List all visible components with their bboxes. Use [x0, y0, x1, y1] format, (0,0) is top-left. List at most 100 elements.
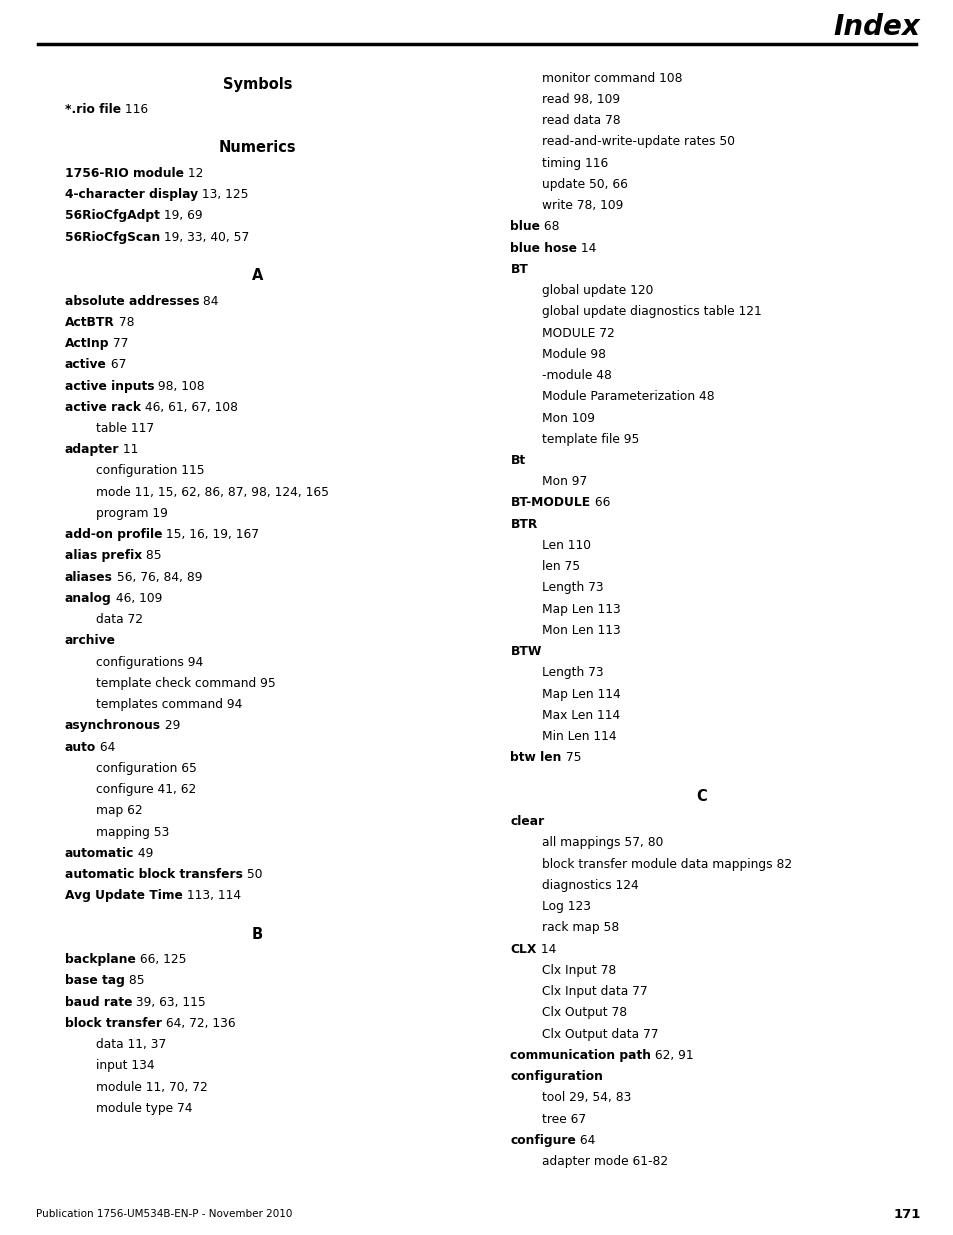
Text: Max Len 114: Max Len 114 — [541, 709, 619, 722]
Text: 85: 85 — [142, 550, 161, 562]
Text: read-and-write-update rates 50: read-and-write-update rates 50 — [541, 136, 734, 148]
Text: add-on profile: add-on profile — [65, 529, 162, 541]
Text: write 78, 109: write 78, 109 — [541, 199, 622, 212]
Text: 64: 64 — [96, 741, 115, 753]
Text: 85: 85 — [125, 974, 144, 988]
Text: B: B — [252, 926, 263, 941]
Text: CLX: CLX — [510, 942, 537, 956]
Text: 50: 50 — [242, 868, 262, 881]
Text: blue: blue — [510, 220, 539, 233]
Text: active: active — [65, 358, 107, 372]
Text: baud rate: baud rate — [65, 995, 132, 1009]
Text: len 75: len 75 — [541, 561, 579, 573]
Text: Min Len 114: Min Len 114 — [541, 730, 616, 743]
Text: ActInp: ActInp — [65, 337, 110, 350]
Text: asynchronous: asynchronous — [65, 719, 161, 732]
Text: Publication 1756-UM534B-EN-P - November 2010: Publication 1756-UM534B-EN-P - November … — [36, 1209, 293, 1219]
Text: 56, 76, 84, 89: 56, 76, 84, 89 — [112, 571, 202, 584]
Text: 46, 61, 67, 108: 46, 61, 67, 108 — [141, 400, 237, 414]
Text: templates command 94: templates command 94 — [96, 698, 242, 711]
Text: A: A — [252, 268, 263, 283]
Text: Mon 109: Mon 109 — [541, 411, 595, 425]
Text: timing 116: timing 116 — [541, 157, 607, 169]
Text: rack map 58: rack map 58 — [541, 921, 618, 935]
Text: read 98, 109: read 98, 109 — [541, 93, 619, 106]
Text: Module 98: Module 98 — [541, 348, 605, 361]
Text: Clx Input data 77: Clx Input data 77 — [541, 986, 647, 998]
Text: Log 123: Log 123 — [541, 900, 590, 913]
Text: 1756-RIO module: 1756-RIO module — [65, 167, 184, 180]
Text: table 117: table 117 — [96, 422, 154, 435]
Text: 67: 67 — [107, 358, 126, 372]
Text: 64, 72, 136: 64, 72, 136 — [162, 1016, 235, 1030]
Text: template check command 95: template check command 95 — [96, 677, 275, 690]
Text: tool 29, 54, 83: tool 29, 54, 83 — [541, 1092, 631, 1104]
Text: 11: 11 — [119, 443, 138, 456]
Text: BT: BT — [510, 263, 528, 275]
Text: 56RioCfgScan: 56RioCfgScan — [65, 231, 160, 243]
Text: Clx Input 78: Clx Input 78 — [541, 963, 616, 977]
Text: Numerics: Numerics — [218, 141, 296, 156]
Text: 49: 49 — [134, 847, 153, 860]
Text: module type 74: module type 74 — [96, 1102, 193, 1115]
Text: BTW: BTW — [510, 645, 541, 658]
Text: Mon Len 113: Mon Len 113 — [541, 624, 620, 637]
Text: configuration 65: configuration 65 — [96, 762, 197, 774]
Text: Len 110: Len 110 — [541, 538, 590, 552]
Text: 19, 69: 19, 69 — [159, 210, 202, 222]
Text: Mon 97: Mon 97 — [541, 475, 586, 488]
Text: data 72: data 72 — [96, 613, 143, 626]
Text: data 11, 37: data 11, 37 — [96, 1039, 167, 1051]
Text: adapter: adapter — [65, 443, 119, 456]
Text: 12: 12 — [184, 167, 203, 180]
Text: 171: 171 — [892, 1208, 920, 1220]
Text: Avg Update Time: Avg Update Time — [65, 889, 183, 903]
Text: 98, 108: 98, 108 — [154, 379, 205, 393]
Text: C: C — [695, 789, 706, 804]
Text: module 11, 70, 72: module 11, 70, 72 — [96, 1081, 208, 1094]
Text: configure 41, 62: configure 41, 62 — [96, 783, 196, 797]
Text: archive: archive — [65, 635, 115, 647]
Text: mode 11, 15, 62, 86, 87, 98, 124, 165: mode 11, 15, 62, 86, 87, 98, 124, 165 — [96, 485, 329, 499]
Text: 39, 63, 115: 39, 63, 115 — [132, 995, 206, 1009]
Text: global update 120: global update 120 — [541, 284, 653, 298]
Text: 15, 16, 19, 167: 15, 16, 19, 167 — [162, 529, 259, 541]
Text: all mappings 57, 80: all mappings 57, 80 — [541, 836, 662, 850]
Text: read data 78: read data 78 — [541, 114, 619, 127]
Text: 84: 84 — [199, 294, 218, 308]
Text: *.rio file: *.rio file — [65, 104, 121, 116]
Text: Symbols: Symbols — [223, 77, 292, 91]
Text: block transfer: block transfer — [65, 1016, 162, 1030]
Text: analog: analog — [65, 592, 112, 605]
Text: configurations 94: configurations 94 — [96, 656, 203, 668]
Text: base tag: base tag — [65, 974, 125, 988]
Text: communication path: communication path — [510, 1049, 651, 1062]
Text: Length 73: Length 73 — [541, 582, 603, 594]
Text: block transfer module data mappings 82: block transfer module data mappings 82 — [541, 857, 791, 871]
Text: MODULE 72: MODULE 72 — [541, 326, 614, 340]
Text: 64: 64 — [576, 1134, 595, 1147]
Text: 29: 29 — [161, 719, 180, 732]
Text: 13, 125: 13, 125 — [198, 188, 248, 201]
Text: global update diagnostics table 121: global update diagnostics table 121 — [541, 305, 760, 319]
Text: aliases: aliases — [65, 571, 112, 584]
Text: 113, 114: 113, 114 — [183, 889, 240, 903]
Text: 14: 14 — [537, 942, 556, 956]
Text: 14: 14 — [577, 242, 597, 254]
Text: active rack: active rack — [65, 400, 141, 414]
Text: program 19: program 19 — [96, 506, 168, 520]
Text: Module Parameterization 48: Module Parameterization 48 — [541, 390, 714, 404]
Text: Map Len 113: Map Len 113 — [541, 603, 620, 616]
Text: absolute addresses: absolute addresses — [65, 294, 199, 308]
Text: 78: 78 — [114, 316, 134, 329]
Text: BT-MODULE: BT-MODULE — [510, 496, 590, 510]
Text: auto: auto — [65, 741, 96, 753]
Text: btw len: btw len — [510, 751, 561, 764]
Text: automatic: automatic — [65, 847, 134, 860]
Text: Clx Output data 77: Clx Output data 77 — [541, 1028, 658, 1041]
Text: update 50, 66: update 50, 66 — [541, 178, 627, 191]
Text: template file 95: template file 95 — [541, 432, 639, 446]
Text: 4-character display: 4-character display — [65, 188, 198, 201]
Text: Clx Output 78: Clx Output 78 — [541, 1007, 626, 1019]
Text: Map Len 114: Map Len 114 — [541, 688, 620, 700]
